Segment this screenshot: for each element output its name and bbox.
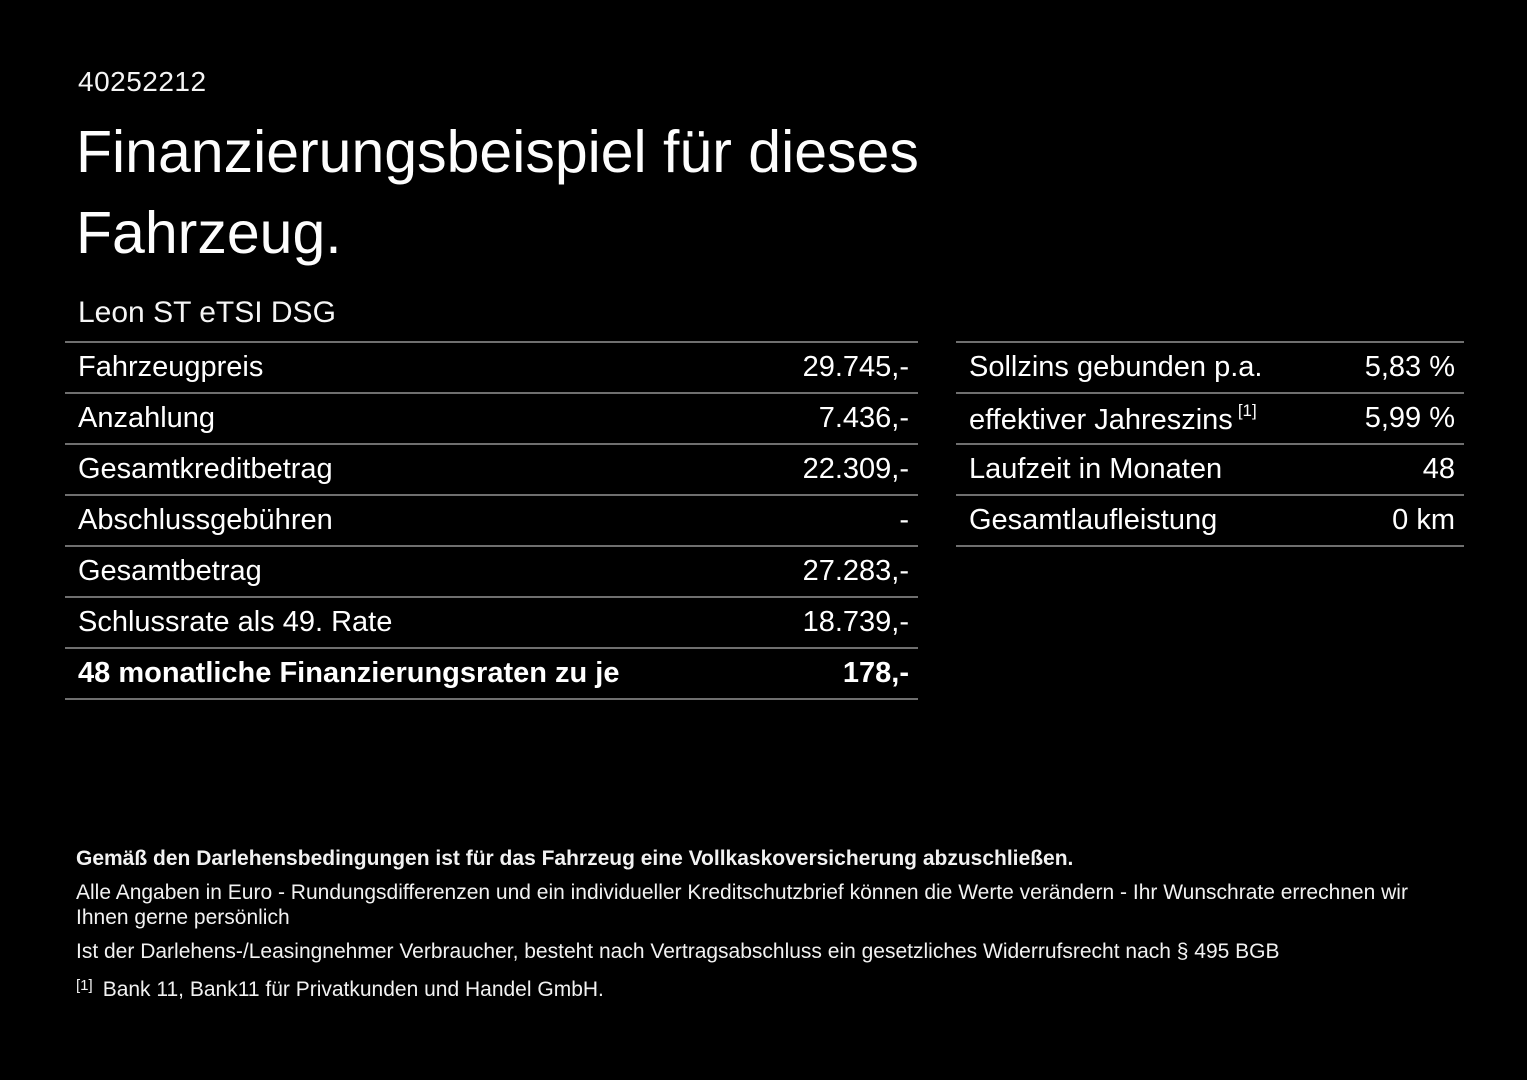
row-label: Laufzeit in Monaten [969, 453, 1223, 485]
footnote-ref: [1] [1237, 400, 1257, 420]
table-row-gesamtbetrag: Gesamtbetrag 27.283,- [65, 547, 918, 598]
vehicle-model: Leon ST eTSI DSG [78, 296, 336, 329]
row-label-text: effektiver Jahreszins [969, 403, 1233, 436]
table-row-laufzeit: Laufzeit in Monaten 48 [956, 445, 1464, 496]
table-row-schlussrate: Schlussrate als 49. Rate 18.739,- [65, 598, 918, 649]
row-label: Schlussrate als 49. Rate [78, 606, 393, 638]
table-row-anzahlung: Anzahlung 7.436,- [65, 394, 918, 445]
footnote-text: Bank 11, Bank11 für Privatkunden und Han… [102, 978, 604, 1001]
row-value: 29.745,- [802, 351, 909, 383]
row-label: Anzahlung [78, 402, 216, 434]
row-value: - [899, 504, 909, 536]
row-label: Sollzins gebunden p.a. [969, 351, 1263, 383]
row-label: Abschlussgebühren [78, 504, 333, 536]
row-value: 22.309,- [802, 453, 909, 485]
table-row-gesamtlaufleistung: Gesamtlaufleistung 0 km [956, 496, 1464, 547]
row-value: 18.739,- [802, 606, 909, 638]
finance-amounts-table: Fahrzeugpreis 29.745,- Anzahlung 7.436,-… [65, 341, 918, 700]
row-value: 5,83 % [1364, 351, 1455, 383]
table-row-effektiver-jahreszins: effektiver Jahreszins [1] 5,99 % [956, 394, 1464, 445]
table-row-gesamtkreditbetrag: Gesamtkreditbetrag 22.309,- [65, 445, 918, 496]
table-row-sollzins: Sollzins gebunden p.a. 5,83 % [956, 343, 1464, 394]
table-row-fahrzeugpreis: Fahrzeugpreis 29.745,- [65, 343, 918, 394]
table-row-monatsrate: 48 monatliche Finanzierungsraten zu je 1… [65, 649, 918, 700]
reference-number: 40252212 [78, 66, 207, 97]
row-label: effektiver Jahreszins [1] [956, 401, 1257, 437]
row-value: 27.283,- [802, 555, 909, 587]
row-label: Gesamtbetrag [78, 555, 262, 587]
row-value: 48 [1422, 453, 1455, 485]
footnote-marker: [1] [76, 977, 93, 994]
insurance-note: Gemäß den Darlehensbedingungen ist für d… [76, 847, 1074, 870]
row-value: 7.436,- [818, 402, 909, 434]
finance-conditions-table: Sollzins gebunden p.a. 5,83 % effektiver… [956, 341, 1464, 547]
footnote: [1] Bank 11, Bank11 für Privatkunden und … [76, 973, 1466, 1002]
row-label: 48 monatliche Finanzierungsraten zu je [78, 657, 620, 689]
row-value: 5,99 % [1364, 402, 1455, 434]
disclaimer-line-1: Alle Angaben in Euro - Rundungsdifferenz… [76, 881, 1408, 929]
row-label: Gesamtkreditbetrag [78, 453, 333, 485]
disclaimer-line-2: Ist der Darlehens-/Leasingnehmer Verbrau… [76, 940, 1280, 963]
row-value: 178,- [842, 657, 909, 689]
page-title: Finanzierungsbeispiel für dieses Fahrzeu… [76, 119, 919, 266]
footer-disclaimers: Gemäß den Darlehensbedingungen ist für d… [76, 846, 1466, 1011]
table-row-abschlussgebuehren: Abschlussgebühren - [65, 496, 918, 547]
row-label: Gesamtlaufleistung [969, 504, 1218, 536]
financing-tables: Fahrzeugpreis 29.745,- Anzahlung 7.436,-… [65, 341, 1464, 700]
row-label: Fahrzeugpreis [78, 351, 264, 383]
row-value: 0 km [1392, 504, 1455, 536]
